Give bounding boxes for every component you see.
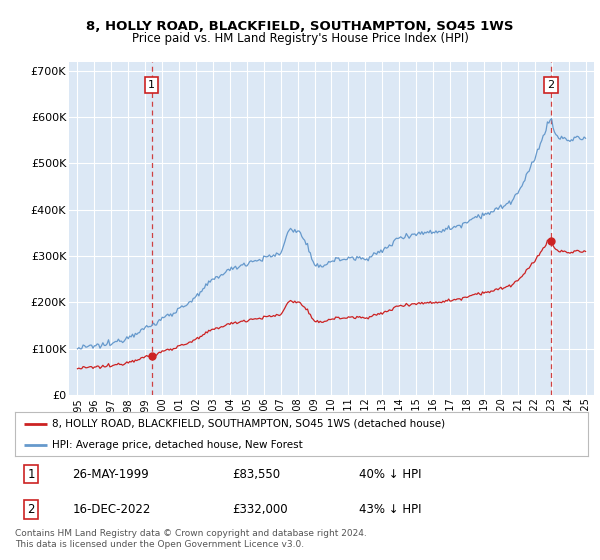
Text: £83,550: £83,550 bbox=[233, 468, 281, 480]
Text: 40% ↓ HPI: 40% ↓ HPI bbox=[359, 468, 421, 480]
Text: 8, HOLLY ROAD, BLACKFIELD, SOUTHAMPTON, SO45 1WS: 8, HOLLY ROAD, BLACKFIELD, SOUTHAMPTON, … bbox=[86, 20, 514, 32]
Text: HPI: Average price, detached house, New Forest: HPI: Average price, detached house, New … bbox=[52, 440, 303, 450]
Text: 43% ↓ HPI: 43% ↓ HPI bbox=[359, 502, 421, 516]
Text: 8, HOLLY ROAD, BLACKFIELD, SOUTHAMPTON, SO45 1WS (detached house): 8, HOLLY ROAD, BLACKFIELD, SOUTHAMPTON, … bbox=[52, 419, 445, 429]
Text: 2: 2 bbox=[547, 80, 554, 90]
Text: £332,000: £332,000 bbox=[233, 502, 289, 516]
Text: 1: 1 bbox=[27, 468, 35, 480]
Text: Contains HM Land Registry data © Crown copyright and database right 2024.
This d: Contains HM Land Registry data © Crown c… bbox=[15, 529, 367, 549]
Text: 1: 1 bbox=[148, 80, 155, 90]
Text: Price paid vs. HM Land Registry's House Price Index (HPI): Price paid vs. HM Land Registry's House … bbox=[131, 32, 469, 45]
Text: 16-DEC-2022: 16-DEC-2022 bbox=[73, 502, 151, 516]
Text: 26-MAY-1999: 26-MAY-1999 bbox=[73, 468, 149, 480]
Text: 2: 2 bbox=[27, 502, 35, 516]
